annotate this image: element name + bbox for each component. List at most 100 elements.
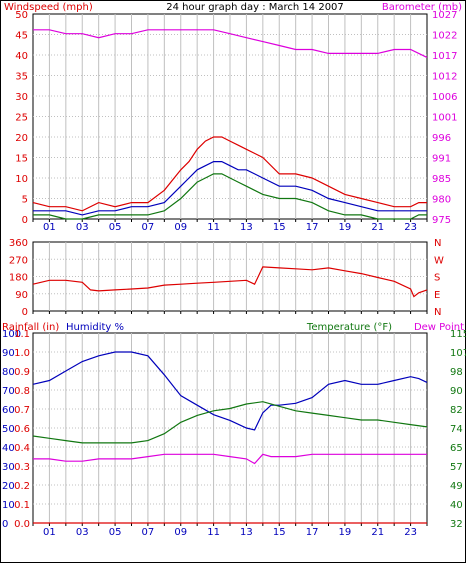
y-tick-label-humidity: 80 (2, 367, 15, 378)
x-tick-label: 07 (142, 527, 155, 538)
x-tick-label: 19 (339, 527, 352, 538)
x-tick-label: 11 (207, 527, 220, 538)
y-tick-label-windspeed: 35 (15, 72, 28, 83)
y-tick-label-direction: 360 (9, 238, 28, 249)
x-tick-label: 01 (43, 527, 56, 538)
series-line-windspeed (32, 136, 427, 212)
x-tick-label: 13 (240, 222, 253, 233)
y-tick-label-direction: 90 (15, 290, 28, 301)
y-tick-label-rainfall: 0.9 (14, 367, 30, 378)
windspeed-axis-title: Windspeed (mph) (4, 2, 93, 13)
y-tick-label-humidity: 60 (2, 405, 15, 416)
x-tick-label: 15 (273, 527, 286, 538)
y-tick-label-rainfall: 0.3 (14, 462, 30, 473)
y-tick-label-temperature: 65 (450, 443, 463, 454)
series-line-dew-point (33, 453, 427, 465)
y-tick-label-direction: 270 (9, 255, 28, 266)
x-tick-label: 17 (306, 222, 319, 233)
y-tick-label-temperature: 98 (450, 367, 463, 378)
y-tick-label-barometer: 1017 (432, 51, 457, 62)
series-line-wind-gust-low (33, 173, 427, 220)
y-tick-label-temperature: 57 (450, 462, 463, 473)
y-tick-label-humidity: 100 (2, 329, 21, 340)
y-tick-label-barometer: 975 (432, 215, 451, 226)
chart-title: 24 hour graph day : March 14 2007 (166, 2, 344, 13)
y-tick-label-windspeed: 10 (15, 174, 28, 185)
y-tick-label-rainfall: 0.2 (14, 481, 30, 492)
y-tick-label-rainfall: 0.4 (14, 443, 30, 454)
y-tick-label-barometer: 1027 (432, 10, 457, 21)
y-tick-label-barometer: 1001 (432, 113, 457, 124)
barometer-axis-title: Barometer (mb) (382, 2, 462, 13)
y-tick-label-windspeed: 25 (15, 113, 28, 124)
y-tick-label-temperature: 107 (450, 348, 466, 359)
x-tick-label: 09 (174, 222, 187, 233)
y-tick-label-humidity: 90 (2, 348, 15, 359)
y-tick-label-temperature: 90 (450, 386, 463, 397)
y-tick-label-windspeed: 20 (15, 133, 28, 144)
y-tick-label-barometer: 1012 (432, 72, 457, 83)
y-tick-label-temperature: 49 (450, 481, 463, 492)
dewpoint-axis-title: Dew Point (414, 322, 464, 333)
y-tick-label-barometer: 1022 (432, 31, 457, 42)
humidity-temperature-panel: 01020304050607080901000.00.10.20.30.40.6… (2, 329, 466, 538)
y-tick-label-humidity: 0 (2, 519, 8, 530)
y-tick-label-humidity: 40 (2, 443, 15, 454)
y-tick-label-humidity: 30 (2, 462, 15, 473)
y-tick-label-compass: N (434, 307, 441, 318)
x-tick-label: 17 (306, 527, 319, 538)
y-tick-label-barometer: 985 (432, 174, 451, 185)
y-tick-label-temperature: 115 (450, 329, 466, 340)
x-tick-label: 23 (404, 222, 417, 233)
x-tick-label: 23 (404, 527, 417, 538)
y-tick-label-compass: S (434, 273, 440, 284)
series-line-wind-direction (32, 266, 428, 298)
y-tick-label-temperature: 82 (450, 405, 463, 416)
x-tick-label: 03 (76, 222, 89, 233)
y-tick-label-humidity: 20 (2, 481, 15, 492)
x-tick-label: 15 (273, 222, 286, 233)
y-tick-label-barometer: 991 (432, 154, 451, 165)
y-tick-label-humidity: 70 (2, 386, 15, 397)
y-tick-label-barometer: 980 (432, 195, 451, 206)
series-line-wind-average (33, 161, 427, 216)
temperature-axis-title: Temperature (°F) (306, 322, 392, 333)
y-tick-label-compass: N (434, 238, 441, 249)
wind-barometer-panel: 05 10 15 20 25 30 35 40 45 50 975 980 985 991 996 1001 1… (15, 10, 457, 233)
y-tick-label-rainfall: 1.1 (14, 329, 30, 340)
series-line-humidity (32, 351, 428, 431)
y-tick-label-windspeed: 15 (15, 154, 28, 165)
y-tick-label-windspeed: 50 (15, 10, 28, 21)
y-tick-label-barometer: 1006 (432, 92, 457, 103)
y-tick-label-humidity: 10 (2, 500, 15, 511)
y-tick-label-rainfall: 0.0 (14, 519, 30, 530)
x-tick-label: 07 (142, 222, 155, 233)
y-tick-label-temperature: 40 (450, 500, 463, 511)
x-tick-label: 21 (371, 527, 384, 538)
x-tick-label: 05 (109, 527, 122, 538)
x-tick-label: 03 (76, 527, 89, 538)
y-tick-label-rainfall: 0.6 (14, 424, 30, 435)
y-tick-label-temperature: 74 (450, 424, 463, 435)
rainfall-axis-title: Rainfall (in) (2, 322, 59, 333)
y-tick-label-rainfall: 0.7 (14, 405, 30, 416)
y-tick-label-humidity: 50 (2, 424, 15, 435)
x-tick-label: 11 (207, 222, 220, 233)
y-tick-label-windspeed: 40 (15, 51, 28, 62)
x-tick-label: 05 (109, 222, 122, 233)
x-tick-label: 13 (240, 527, 253, 538)
series-line-barometer (33, 29, 428, 58)
x-tick-label: 09 (174, 527, 187, 538)
y-tick-label-barometer: 996 (432, 133, 451, 144)
y-tick-label-direction: 0 (22, 307, 28, 318)
y-tick-label-compass: W (434, 255, 444, 266)
x-tick-label: 21 (371, 222, 384, 233)
x-tick-label: 19 (339, 222, 352, 233)
y-tick-label-windspeed: 45 (15, 31, 28, 42)
y-tick-label-windspeed: 0 (22, 215, 28, 226)
y-tick-label-rainfall: 0.1 (14, 500, 30, 511)
y-tick-label-compass: E (434, 290, 440, 301)
y-tick-label-windspeed: 30 (15, 92, 28, 103)
